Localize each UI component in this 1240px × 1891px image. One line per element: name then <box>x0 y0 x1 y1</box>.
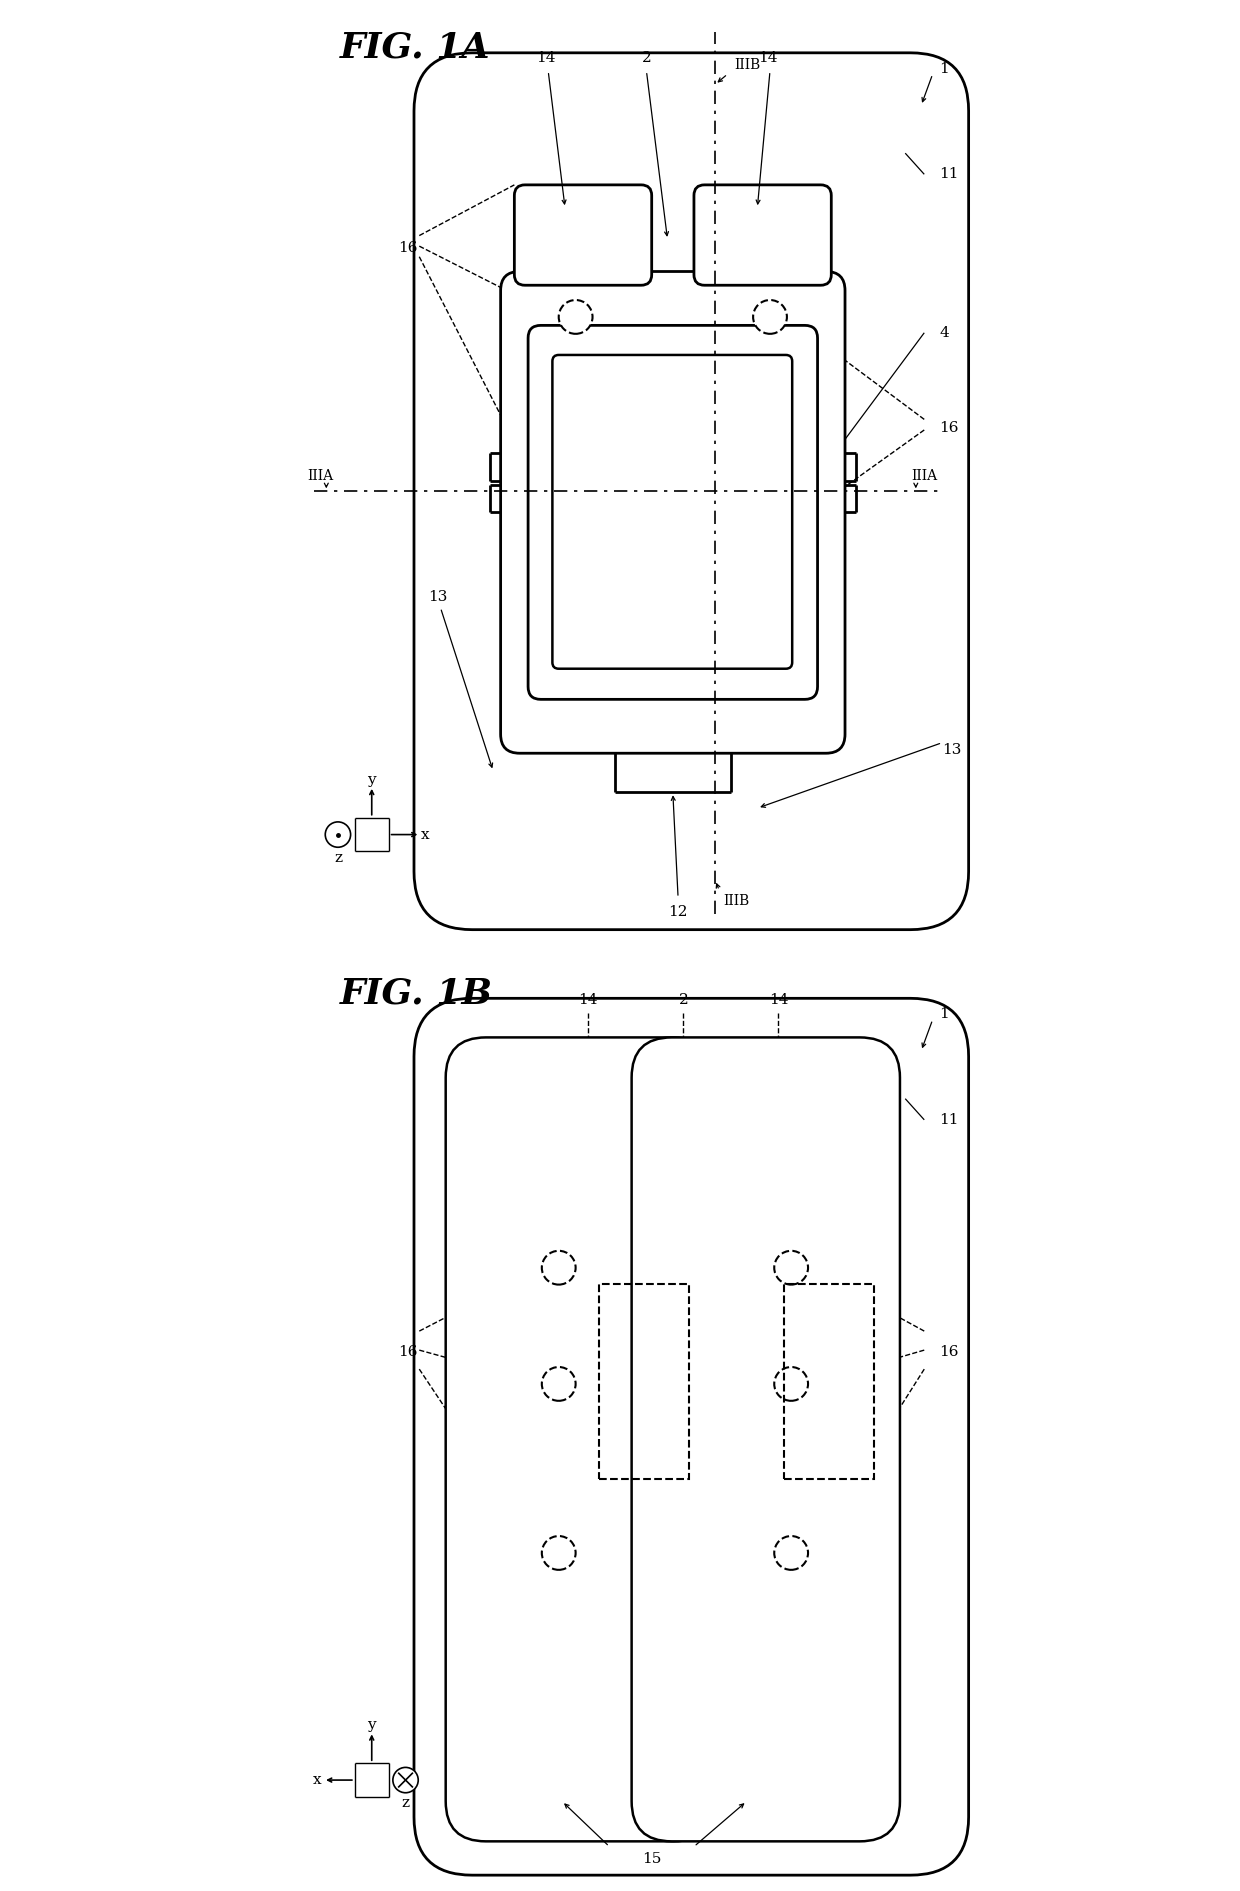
Text: z: z <box>334 851 342 864</box>
FancyBboxPatch shape <box>528 325 817 700</box>
Text: 14: 14 <box>758 51 777 64</box>
Circle shape <box>393 1768 418 1793</box>
Circle shape <box>753 511 787 545</box>
Text: 1: 1 <box>939 62 949 76</box>
Circle shape <box>542 1250 575 1284</box>
Text: 16: 16 <box>939 422 959 435</box>
Text: 15: 15 <box>642 1853 661 1866</box>
Text: 13: 13 <box>942 743 961 756</box>
FancyBboxPatch shape <box>631 1038 900 1842</box>
Text: 11: 11 <box>939 166 959 182</box>
FancyBboxPatch shape <box>414 998 968 1876</box>
Text: FIG. 1A: FIG. 1A <box>340 30 491 64</box>
Circle shape <box>774 1535 808 1570</box>
Text: z: z <box>402 1796 409 1810</box>
Circle shape <box>753 301 787 335</box>
Text: x: x <box>312 1774 321 1787</box>
Text: y: y <box>367 1719 376 1732</box>
Text: 4: 4 <box>939 325 949 340</box>
Text: FIG. 1B: FIG. 1B <box>340 976 494 1010</box>
Text: 14: 14 <box>769 993 789 1008</box>
Text: IIIA: IIIA <box>308 469 334 484</box>
Text: 2: 2 <box>641 51 651 64</box>
Text: IIIA: IIIA <box>911 469 937 484</box>
Text: 11: 11 <box>939 1112 959 1127</box>
Text: 13: 13 <box>428 590 448 603</box>
FancyBboxPatch shape <box>515 185 652 286</box>
Bar <box>784 1284 873 1479</box>
Circle shape <box>325 823 351 847</box>
Text: 12: 12 <box>668 904 688 919</box>
FancyBboxPatch shape <box>414 53 968 930</box>
Circle shape <box>542 1367 575 1401</box>
Text: 16: 16 <box>398 242 417 255</box>
FancyBboxPatch shape <box>694 185 831 286</box>
Circle shape <box>774 1367 808 1401</box>
Text: 2: 2 <box>678 993 688 1008</box>
Text: y: y <box>367 773 376 787</box>
Circle shape <box>542 1535 575 1570</box>
FancyBboxPatch shape <box>445 1038 714 1842</box>
Text: 14: 14 <box>579 993 598 1008</box>
Text: 1: 1 <box>939 1008 949 1021</box>
Text: x: x <box>422 828 430 841</box>
Text: 16: 16 <box>398 1345 417 1360</box>
Circle shape <box>559 511 593 545</box>
Circle shape <box>774 1250 808 1284</box>
Text: 16: 16 <box>939 1345 959 1360</box>
Text: 14: 14 <box>537 51 556 64</box>
Text: IIIB: IIIB <box>734 59 760 72</box>
FancyBboxPatch shape <box>501 272 844 753</box>
Bar <box>599 1284 688 1479</box>
Circle shape <box>559 301 593 335</box>
Text: IIIB: IIIB <box>723 894 750 908</box>
FancyBboxPatch shape <box>552 356 792 669</box>
